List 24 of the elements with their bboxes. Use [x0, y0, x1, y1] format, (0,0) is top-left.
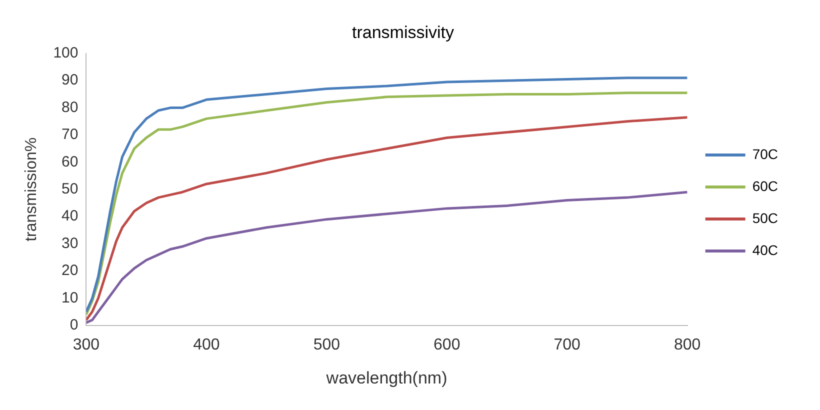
legend-label: 40C: [752, 242, 778, 258]
y-tick-label: 40: [62, 208, 78, 225]
legend-label: 70C: [752, 146, 778, 162]
x-tick-label: 400: [193, 336, 220, 354]
x-tick-label: 600: [434, 336, 460, 354]
y-tick-label: 60: [62, 153, 78, 170]
x-tick-label: 700: [554, 336, 581, 354]
y-tick-label: 30: [62, 234, 78, 252]
y-tick-label: 90: [62, 72, 78, 89]
y-tick-label: 100: [53, 44, 78, 62]
y-tick-label: 50: [62, 180, 78, 198]
chart-title: transmissivity: [352, 22, 454, 42]
y-tick-label: 10: [62, 289, 78, 306]
x-tick-label: 500: [313, 336, 340, 354]
y-tick-label: 80: [62, 98, 78, 116]
legend-label: 60C: [752, 178, 778, 194]
y-tick-label: 20: [62, 262, 78, 280]
y-tick-label: 0: [70, 316, 78, 334]
y-axis-title: transmission%: [23, 137, 40, 242]
x-tick-label: 300: [72, 336, 100, 354]
x-axis-title: wavelength(nm): [325, 368, 448, 388]
legend-label: 50C: [752, 210, 778, 226]
y-tick-label: 70: [62, 126, 78, 144]
x-tick-label: 800: [674, 336, 701, 354]
